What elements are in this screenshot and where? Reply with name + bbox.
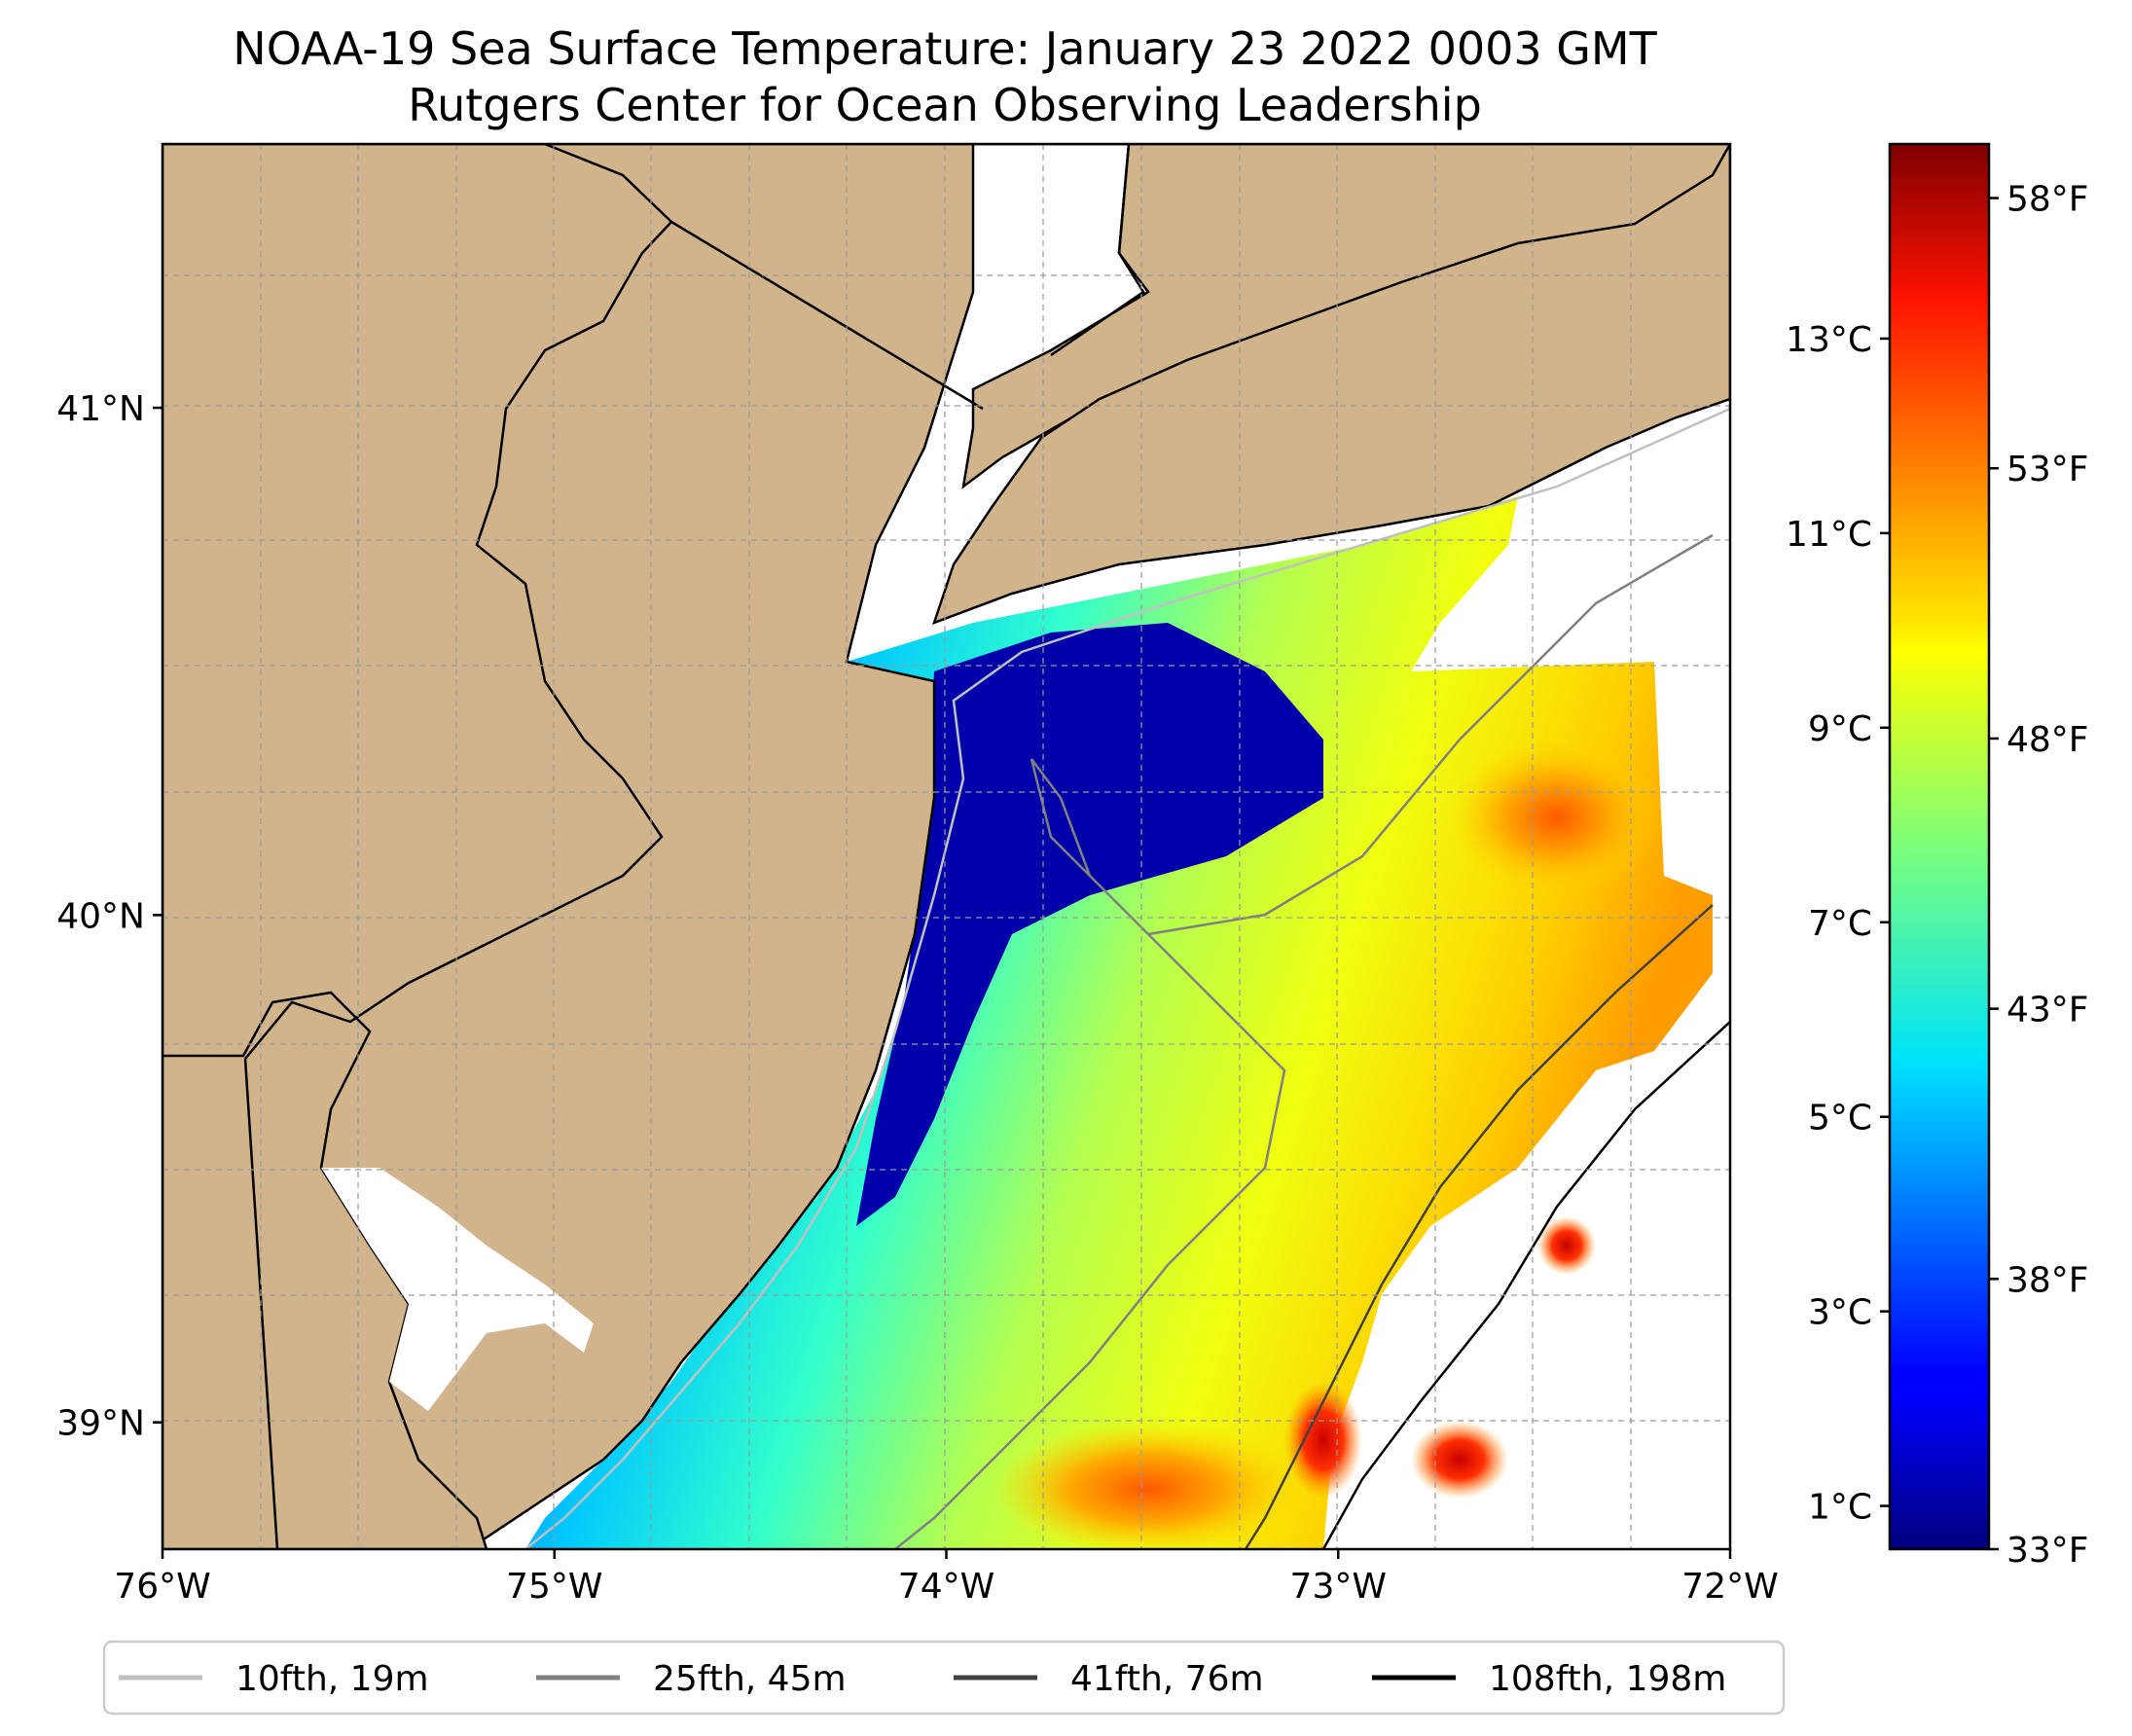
- legend-items: 10fth, 19m 25fth, 45m 41fth, 76m 108fth, 19…: [119, 1659, 1726, 1699]
- latitude-axis: 41°N 40°N 39°N: [56, 389, 163, 1444]
- figure-subtitle: Rutgers Center for Ocean Observing Leade…: [408, 79, 1482, 131]
- sst-warm-patch-east: [1450, 740, 1664, 895]
- colorbar-c-tick-label: 7°C: [1808, 904, 1872, 944]
- colorbar-f-tick-label: 33°F: [2006, 1531, 2089, 1571]
- state-border-ny-nj: [670, 220, 984, 411]
- isobath-10fth: [524, 407, 1730, 1549]
- lon-tick-label: 75°W: [506, 1567, 602, 1607]
- state-border-ny-ct: [1050, 144, 1145, 357]
- colorbar-f-tick-label: 48°F: [2006, 720, 2089, 760]
- colorbar-f-tick-label: 38°F: [2006, 1260, 2089, 1300]
- legend-label: 41fth, 76m: [1070, 1659, 1264, 1699]
- legend-label: 25fth, 45m: [653, 1659, 847, 1699]
- colorbar-c-tick-label: 1°C: [1808, 1488, 1872, 1528]
- colorbar-fahrenheit-axis: 33°F 38°F 43°F 48°F 53°F 58°F: [1989, 180, 2089, 1571]
- lon-tick-label: 74°W: [898, 1567, 994, 1607]
- colorbar-f-tick-label: 58°F: [2006, 180, 2089, 220]
- lon-gridlines: [260, 144, 1632, 1549]
- lat-tick-label: 41°N: [56, 389, 145, 429]
- sst-hot-patch-2: [1537, 1216, 1596, 1275]
- isobath-108fth: [1321, 1021, 1730, 1549]
- legend-label: 108fth, 198m: [1489, 1659, 1726, 1699]
- colorbar-c-tick-label: 13°C: [1786, 320, 1872, 360]
- colorbar-f-tick-label: 53°F: [2006, 450, 2089, 489]
- figure-title: NOAA-19 Sea Surface Temperature: January…: [233, 22, 1657, 75]
- lon-tick-label: 73°W: [1290, 1567, 1387, 1607]
- colorbar-c-tick-label: 5°C: [1808, 1099, 1872, 1139]
- map-panel: [163, 144, 1730, 1549]
- isobath-25fth: [894, 533, 1714, 1549]
- colorbar-f-tick-label: 43°F: [2006, 991, 2089, 1031]
- colorbar: [1888, 142, 1991, 1551]
- lon-tick-label: 72°W: [1681, 1567, 1778, 1607]
- sst-warm-patch-south: [993, 1421, 1304, 1549]
- colorbar-celsius-axis: 1°C 3°C 5°C 7°C 9°C 11°C 13°C: [1786, 320, 1890, 1528]
- lat-tick-label: 40°N: [56, 896, 145, 936]
- colorbar-c-tick-label: 9°C: [1808, 709, 1872, 749]
- isobath-41fth: [1244, 904, 1714, 1549]
- state-border-river: [244, 144, 673, 1060]
- isobath-legend: [102, 1640, 1786, 1716]
- sst-hot-patch-1: [1411, 1421, 1508, 1499]
- colorbar-c-tick-label: 3°C: [1808, 1293, 1872, 1333]
- sst-cold-band: [856, 623, 1323, 1226]
- lon-tick-label: 76°W: [114, 1567, 210, 1607]
- delaware-bay: [321, 1168, 594, 1411]
- colorbar-c-tick-label: 11°C: [1786, 515, 1872, 555]
- sst-hot-patch-3: [1284, 1382, 1362, 1499]
- lat-gridlines: [163, 274, 1730, 1422]
- legend-label: 10fth, 19m: [235, 1659, 429, 1699]
- lat-tick-label: 39°N: [56, 1404, 145, 1444]
- longitude-axis: 76°W 75°W 74°W 73°W 72°W: [114, 1549, 1779, 1607]
- land-long-island: [931, 144, 1730, 626]
- sst-field: [525, 496, 1713, 1549]
